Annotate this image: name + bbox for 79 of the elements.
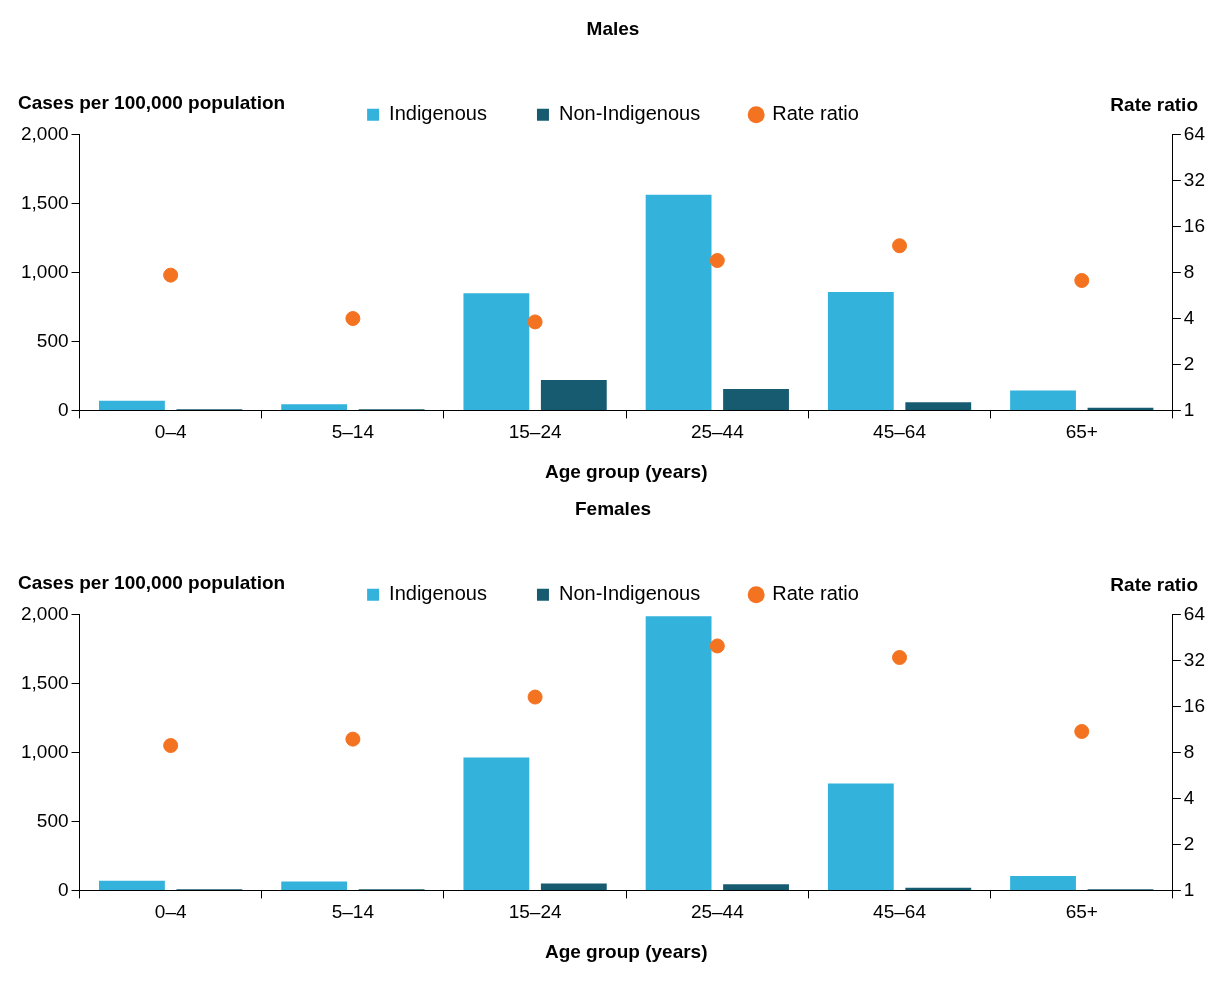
- y2-tick-label: 4: [1183, 786, 1195, 808]
- y2-tick-label: 16: [1183, 694, 1206, 716]
- legend-label: Non-Indigenous: [558, 102, 701, 125]
- bar: [827, 783, 894, 890]
- bar: [645, 194, 712, 410]
- bar: [827, 291, 894, 410]
- bar: [1010, 390, 1076, 410]
- y-tick-label: 1,000: [21, 260, 69, 282]
- legend-label: Indigenous: [389, 582, 487, 605]
- y-tick-label: 0: [57, 878, 69, 900]
- x-tick-label: 25–44: [690, 901, 745, 923]
- y2-tick-label: 64: [1183, 123, 1206, 145]
- bar: [463, 757, 530, 890]
- legend-label: Indigenous: [389, 102, 487, 125]
- point: [1074, 724, 1090, 739]
- x-tick-label: 0–4: [154, 901, 187, 923]
- chart-title: Females: [574, 497, 652, 519]
- y-tick-label: 2,000: [21, 603, 69, 625]
- y-tick-label: 1,500: [21, 191, 69, 213]
- legend-label: Rate ratio: [772, 102, 859, 125]
- y2-tick-label: 8: [1183, 740, 1195, 762]
- y2-tick-label: 1: [1183, 878, 1195, 900]
- x-tick-label: 65+: [1065, 421, 1098, 443]
- x-tick-label: 0–4: [154, 421, 187, 443]
- legend-label: Non-Indigenous: [558, 582, 701, 605]
- bar: [540, 883, 607, 890]
- point: [345, 311, 361, 327]
- x-tick-label: 65+: [1065, 901, 1098, 923]
- bar: [723, 389, 789, 410]
- x-tick-label: 25–44: [690, 421, 745, 443]
- x-axis-title: Age group (years): [544, 460, 708, 482]
- y-tick-label: 2,000: [21, 123, 69, 145]
- point: [163, 267, 179, 283]
- bar: [723, 884, 789, 890]
- bar: [540, 380, 607, 410]
- bar: [281, 404, 348, 410]
- point: [892, 650, 908, 665]
- y-tick-label: 500: [36, 809, 69, 831]
- y-tick-label: 1,000: [21, 740, 69, 762]
- y-tick-label: 500: [36, 329, 69, 351]
- y2-tick-label: 64: [1183, 603, 1206, 625]
- y2-tick-label: 1: [1183, 398, 1195, 420]
- bar: [645, 616, 712, 890]
- legend-label: Rate ratio: [772, 582, 859, 605]
- y2-tick-label: 16: [1183, 214, 1206, 236]
- bar: [281, 881, 348, 890]
- bar: [99, 880, 165, 890]
- point: [163, 738, 179, 754]
- x-axis-title: Age group (years): [544, 940, 708, 962]
- y-tick-label: 1,500: [21, 671, 69, 693]
- bar: [905, 402, 972, 410]
- y-tick-label: 0: [57, 398, 69, 420]
- y-axis-title: Cases per 100,000 population: [18, 91, 286, 113]
- x-tick-label: 15–24: [508, 901, 562, 923]
- y2-tick-label: 32: [1183, 648, 1206, 670]
- x-tick-label: 5–14: [331, 901, 375, 923]
- point: [345, 731, 361, 747]
- y2-tick-label: 4: [1183, 306, 1195, 328]
- bar: [463, 293, 530, 410]
- bar: [1010, 875, 1076, 890]
- x-tick-label: 45–64: [873, 421, 927, 443]
- bar: [99, 400, 165, 410]
- point: [1074, 273, 1090, 289]
- y2-tick-label: 8: [1183, 260, 1195, 282]
- x-tick-label: 5–14: [331, 421, 375, 443]
- y-axis-title: Cases per 100,000 population: [18, 571, 286, 593]
- y2-tick-label: 2: [1183, 832, 1195, 854]
- y2-axis-title: Rate ratio: [1110, 573, 1198, 595]
- point: [892, 238, 908, 254]
- y2-axis-title: Rate ratio: [1110, 93, 1198, 115]
- point: [527, 689, 543, 705]
- point: [527, 314, 543, 330]
- x-tick-label: 45–64: [873, 901, 927, 923]
- point: [709, 253, 725, 269]
- y2-tick-label: 32: [1183, 168, 1206, 190]
- point: [709, 638, 725, 654]
- chart-title: Males: [586, 17, 640, 39]
- x-tick-label: 15–24: [508, 421, 562, 443]
- y2-tick-label: 2: [1183, 352, 1195, 374]
